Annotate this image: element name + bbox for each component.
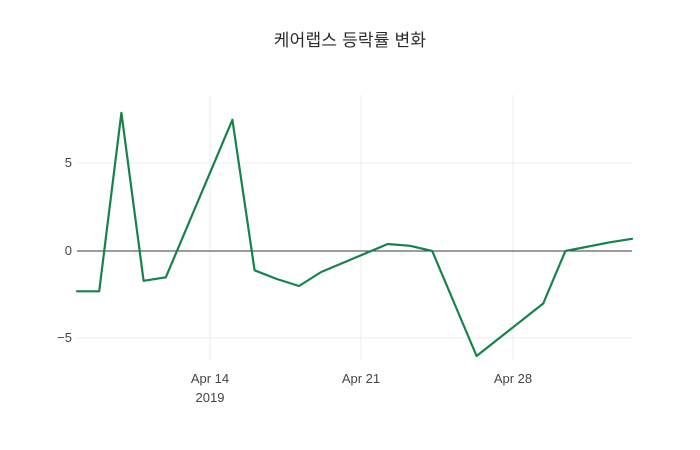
x-tick-label-apr28: Apr 28 <box>493 371 533 386</box>
y-tick-label-minus5: −5 <box>57 330 72 345</box>
x-tick-label-apr14: Apr 14 <box>190 371 230 386</box>
x-tick-label-apr21: Apr 21 <box>341 371 381 386</box>
y-tick-label-5: 5 <box>64 155 72 170</box>
chart-title: 케어랩스 등락률 변화 <box>273 31 427 50</box>
series-line-dengnakryul <box>75 111 634 358</box>
x-tick-sublabel-year: 2019 <box>195 390 225 405</box>
y-tick-label-0: 0 <box>64 243 72 258</box>
